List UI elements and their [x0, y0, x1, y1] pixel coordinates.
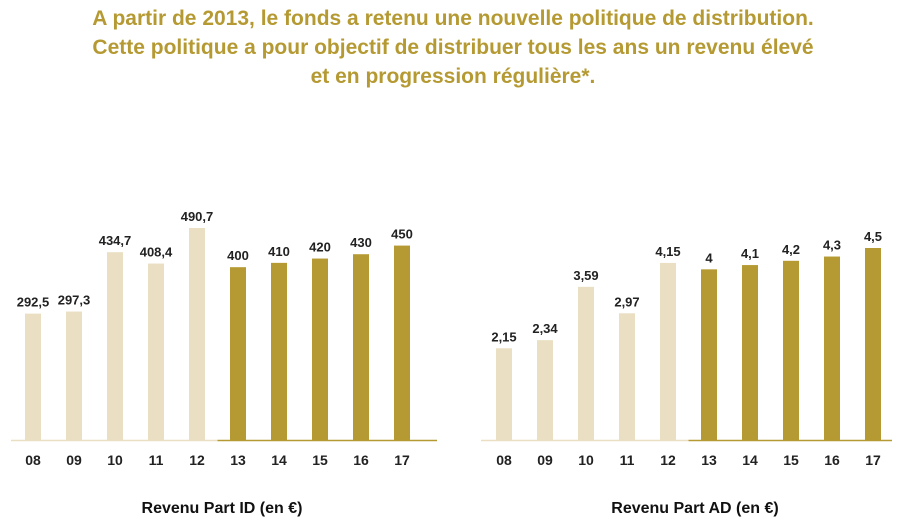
ad-tick-label-09: 09	[537, 452, 553, 468]
ad-tick-label-14: 14	[742, 452, 758, 468]
id-chart-title: Revenu Part ID (en €)	[142, 500, 303, 517]
ad-data-label-12: 4,15	[655, 244, 680, 259]
id-data-label-13: 400	[227, 248, 249, 263]
id-data-label-09: 297,3	[58, 293, 91, 308]
id-tick-label-13: 13	[230, 452, 246, 468]
ad-data-label-09: 2,34	[532, 321, 558, 336]
ad-data-label-15: 4,2	[782, 242, 800, 257]
id-bar-11	[148, 263, 164, 440]
ad-tick-label-16: 16	[824, 452, 840, 468]
ad-tick-label-15: 15	[783, 452, 799, 468]
id-data-label-14: 410	[268, 244, 290, 259]
ad-bar-15	[783, 260, 799, 440]
ad-bar-17	[865, 248, 881, 440]
id-bar-09	[66, 311, 82, 440]
ad-tick-label-11: 11	[620, 452, 635, 468]
ad-bar-12	[660, 262, 676, 440]
ad-tick-label-08: 08	[496, 452, 512, 468]
ad-data-label-13: 4	[705, 250, 713, 265]
headline-line-1: A partir de 2013, le fonds a retenu une …	[92, 7, 814, 30]
id-bar-14	[271, 262, 287, 440]
id-data-label-08: 292,5	[17, 295, 50, 310]
headline: A partir de 2013, le fonds a retenu une …	[0, 4, 906, 91]
id-tick-label-12: 12	[189, 452, 205, 468]
id-bar-13	[230, 267, 246, 440]
ad-bar-16	[824, 256, 840, 440]
ad-data-label-10: 3,59	[573, 268, 598, 283]
id-tick-label-10: 10	[107, 452, 123, 468]
ad-bar-09	[537, 340, 553, 440]
id-data-label-15: 420	[309, 240, 331, 255]
headline-line-2: Cette politique a pour objectif de distr…	[92, 36, 814, 59]
ad-bar-11	[619, 313, 635, 440]
ad-tick-label-17: 17	[865, 452, 881, 468]
id-data-label-16: 430	[350, 235, 372, 250]
ad-data-label-17: 4,5	[864, 229, 882, 244]
ad-data-label-08: 2,15	[491, 329, 516, 344]
ad-tick-label-12: 12	[660, 452, 676, 468]
id-tick-label-14: 14	[271, 452, 287, 468]
id-bar-08	[25, 313, 41, 440]
ad-bar-10	[578, 286, 594, 440]
id-bar-17	[394, 245, 410, 440]
ad-data-label-14: 4,1	[741, 246, 759, 261]
ad-bar-13	[701, 269, 717, 440]
id-bar-15	[312, 258, 328, 440]
id-data-label-12: 490,7	[181, 209, 214, 224]
ad-tick-label-10: 10	[578, 452, 594, 468]
id-bar-16	[353, 254, 369, 440]
id-tick-label-09: 09	[66, 452, 82, 468]
ad-chart-title: Revenu Part AD (en €)	[611, 500, 778, 517]
id-bar-12	[189, 228, 205, 440]
headline-line-3: et en progression régulière*.	[310, 65, 596, 88]
id-tick-label-11: 11	[149, 452, 164, 468]
id-data-label-17: 450	[391, 227, 413, 242]
id-tick-label-17: 17	[394, 452, 410, 468]
ad-bar-08	[496, 348, 512, 440]
ad-data-label-16: 4,3	[823, 238, 841, 253]
ad-tick-label-13: 13	[701, 452, 717, 468]
id-tick-label-16: 16	[353, 452, 369, 468]
ad-data-label-11: 2,97	[614, 294, 639, 309]
id-tick-label-08: 08	[25, 452, 41, 468]
id-bar-10	[107, 252, 123, 440]
id-data-label-11: 408,4	[140, 245, 173, 260]
ad-bar-14	[742, 265, 758, 440]
id-data-label-10: 434,7	[99, 233, 132, 248]
id-tick-label-15: 15	[312, 452, 328, 468]
